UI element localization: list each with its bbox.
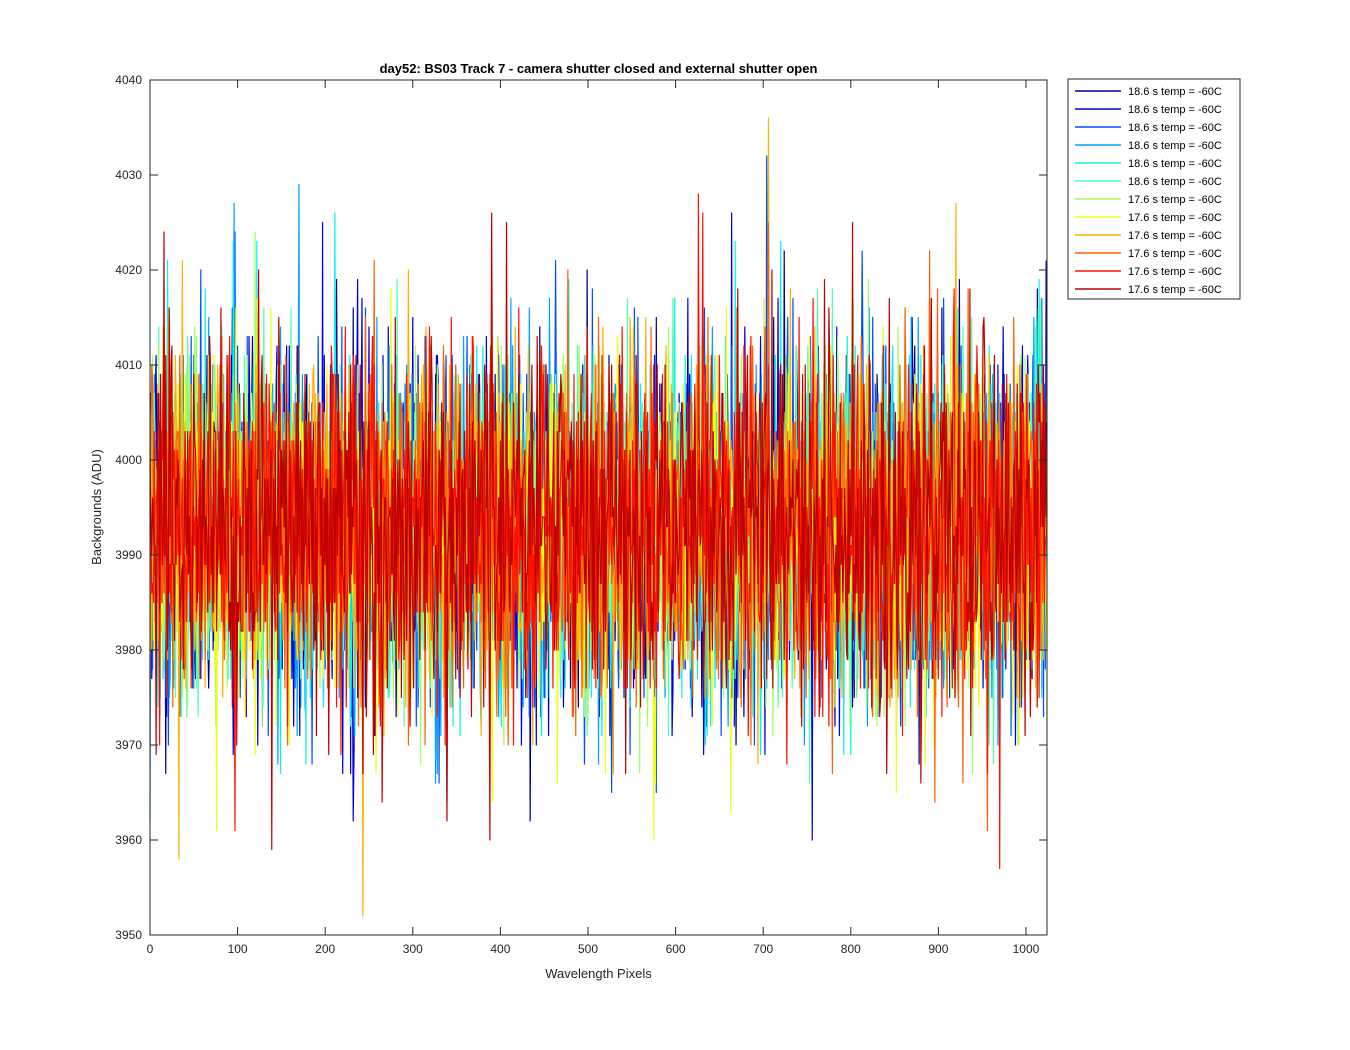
series-line-12	[149, 212, 1047, 851]
legend-entry-7: 17.6 s temp = -60C	[1128, 194, 1222, 206]
legend-entry-6: 18.6 s temp = -60C	[1128, 176, 1222, 188]
legend-entry-9: 17.6 s temp = -60C	[1128, 230, 1222, 242]
legend-entry-3: 18.6 s temp = -60C	[1128, 122, 1222, 134]
legend-entry-1: 18.6 s temp = -60C	[1128, 86, 1222, 98]
y-tick-label: 3980	[115, 643, 142, 657]
y-tick-label: 4020	[115, 263, 142, 277]
legend-entry-8: 17.6 s temp = -60C	[1128, 212, 1222, 224]
y-tick-label: 4030	[115, 168, 142, 182]
x-tick-label: 300	[403, 942, 423, 956]
y-tick-label: 3990	[115, 548, 142, 562]
y-tick-label: 4010	[115, 358, 142, 372]
x-tick-label: 400	[490, 942, 510, 956]
x-tick-label: 900	[928, 942, 948, 956]
x-tick-label: 700	[753, 942, 773, 956]
chart-title: day52: BS03 Track 7 - camera shutter clo…	[380, 61, 818, 76]
legend-box	[1067, 78, 1241, 300]
series-layer	[149, 117, 1047, 917]
y-tick-label: 3950	[115, 928, 142, 942]
x-tick-label: 0	[147, 942, 154, 956]
y-tick-label: 3970	[115, 738, 142, 752]
tick-layer: 0 100 200 300 400 500 600 700 800 900 1000 3950 3960…	[115, 73, 1047, 956]
legend-entry-4: 18.6 s temp = -60C	[1128, 140, 1222, 152]
legend-entry-2: 18.6 s temp = -60C	[1128, 104, 1222, 116]
x-tick-label: 200	[315, 942, 335, 956]
y-tick-label: 4040	[115, 73, 142, 87]
x-tick-label: 500	[578, 942, 598, 956]
plot-frame	[149, 79, 1048, 936]
x-tick-label: 800	[841, 942, 861, 956]
x-tick-label: 600	[666, 942, 686, 956]
y-tick-label: 3960	[115, 833, 142, 847]
legend-entry-11: 17.6 s temp = -60C	[1128, 266, 1222, 278]
y-axis-label: Backgrounds (ADU)	[89, 449, 104, 565]
legend: 18.6 s temp = -60C 18.6 s temp = -60C 18.6…	[1067, 78, 1241, 300]
x-tick-label: 100	[228, 942, 248, 956]
x-axis-label: Wavelength Pixels	[545, 966, 652, 981]
legend-entry-12: 17.6 s temp = -60C	[1128, 284, 1222, 296]
x-tick-label: 1000	[1013, 942, 1040, 956]
legend-entry-10: 17.6 s temp = -60C	[1128, 248, 1222, 260]
y-tick-label: 4000	[115, 453, 142, 467]
legend-entry-5: 18.6 s temp = -60C	[1128, 158, 1222, 170]
